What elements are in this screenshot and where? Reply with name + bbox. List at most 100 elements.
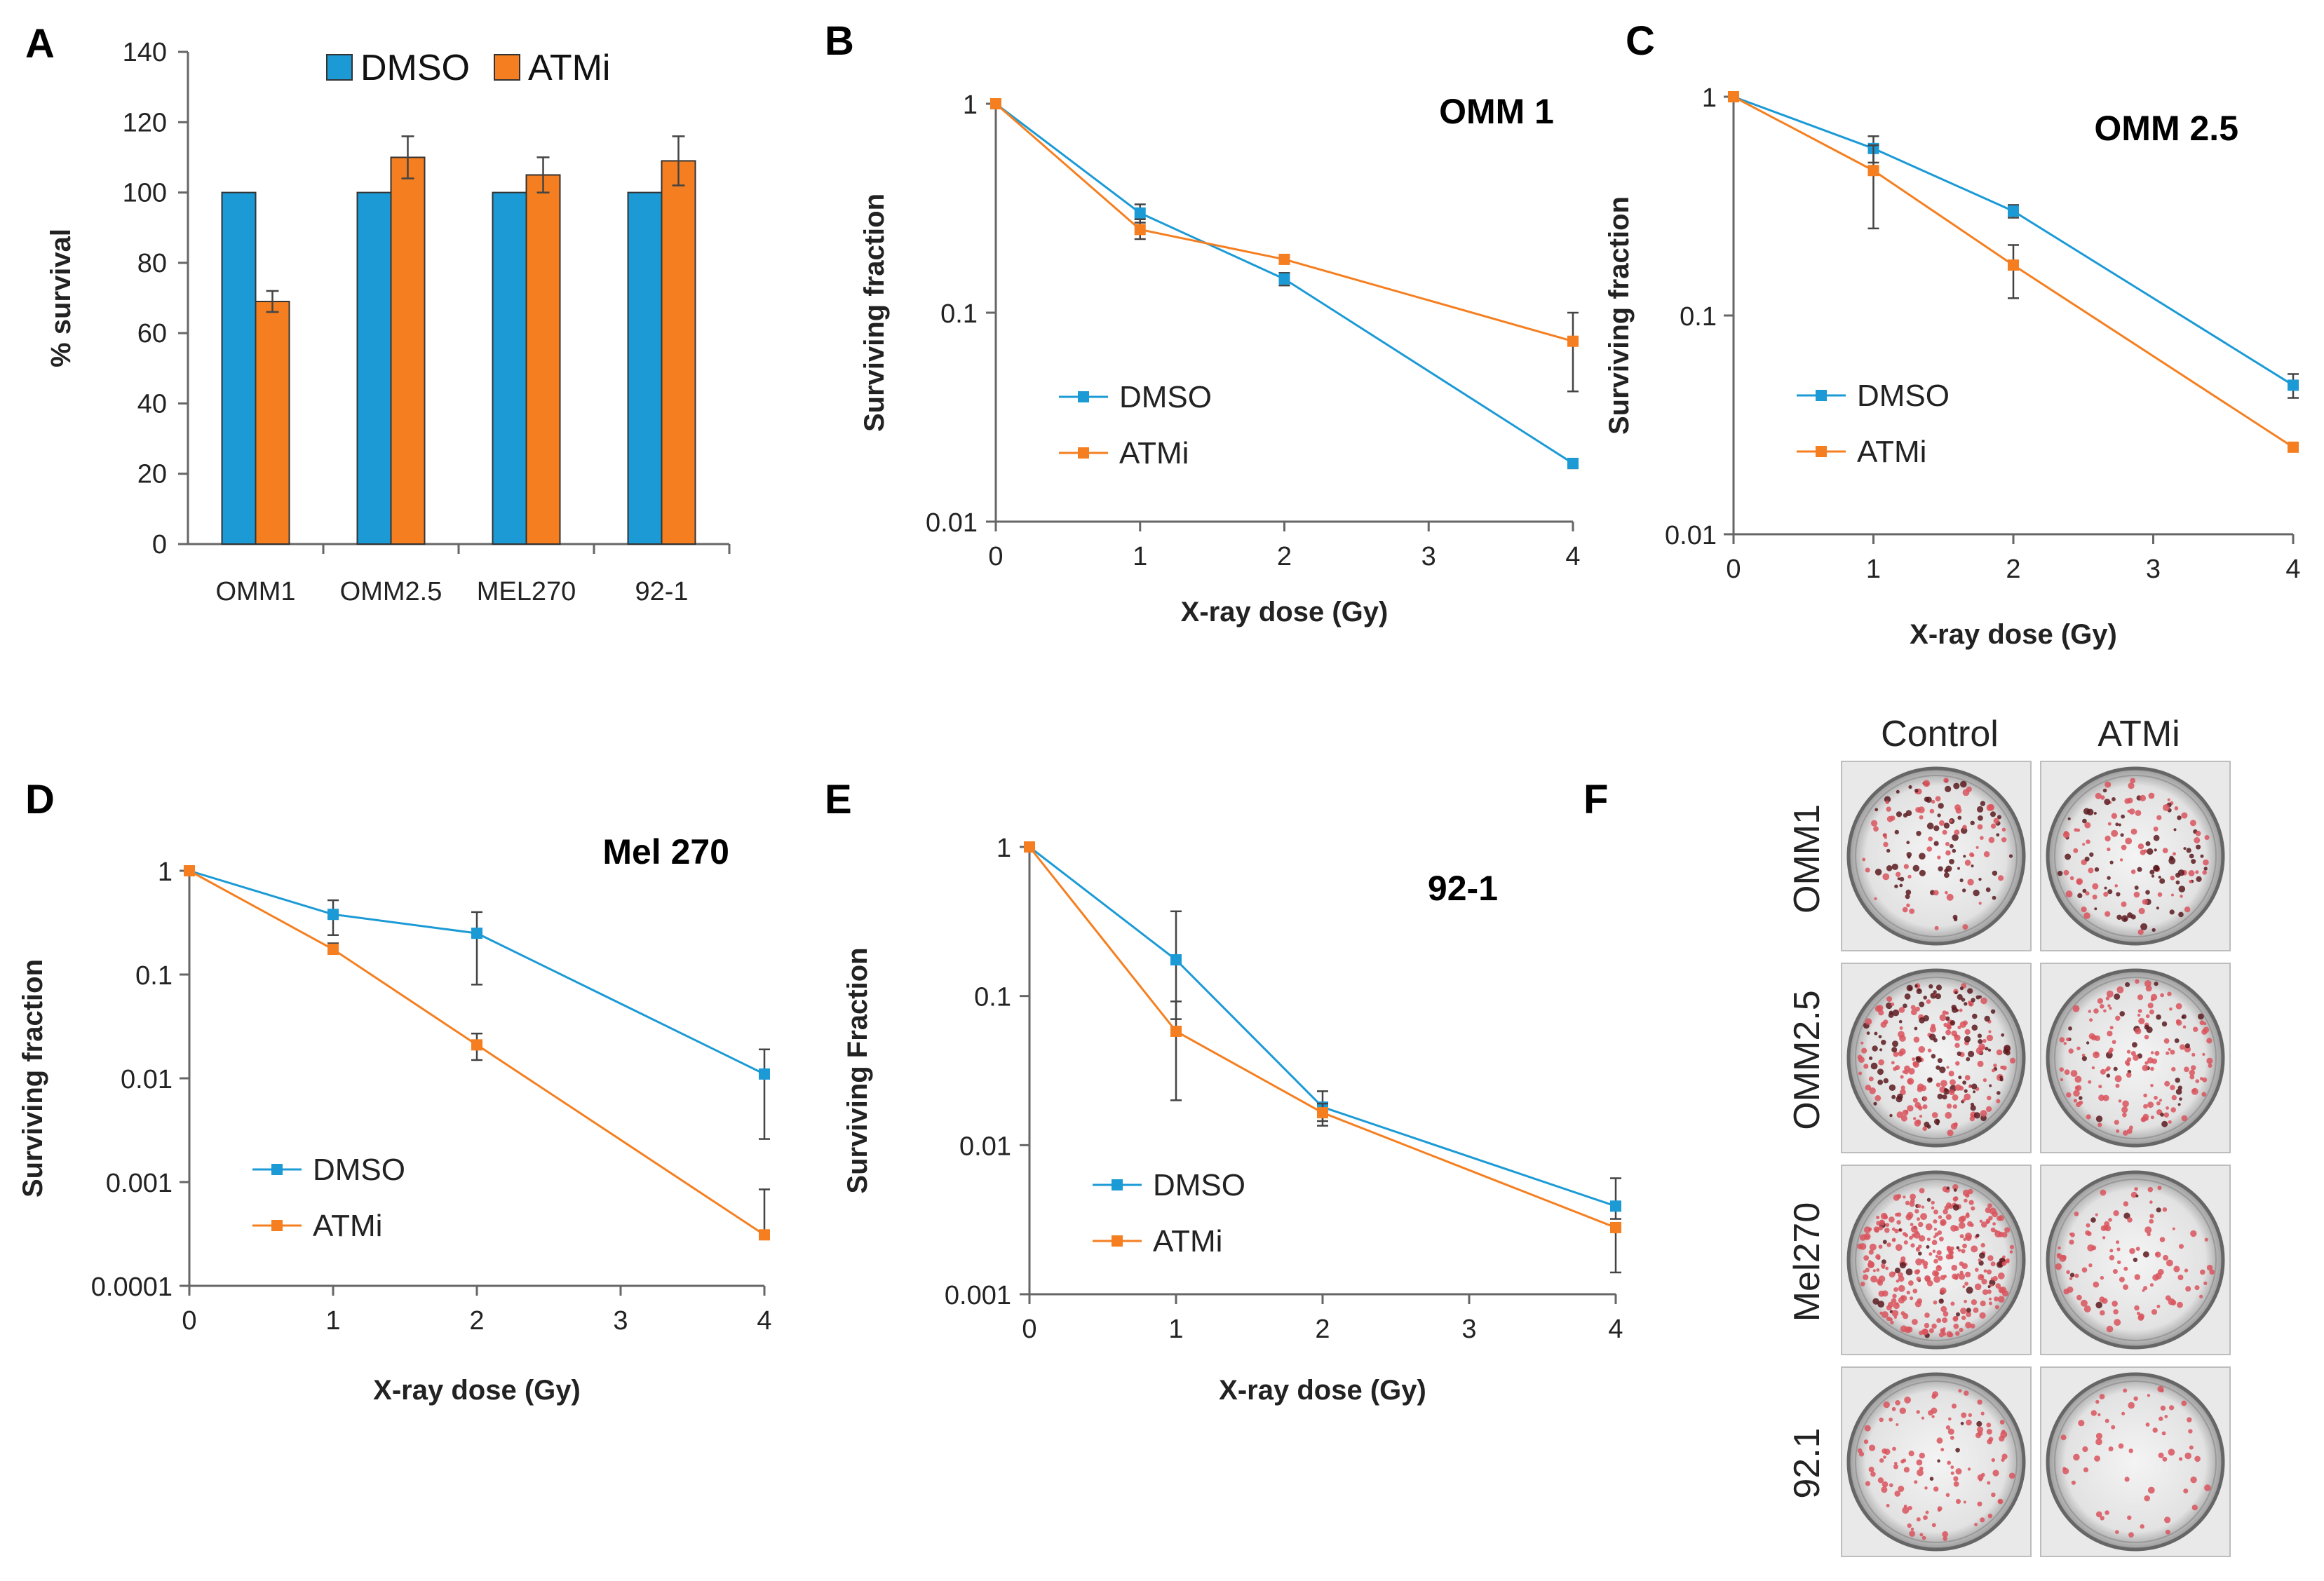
colony xyxy=(1906,1290,1910,1295)
colony xyxy=(1878,1035,1882,1038)
colony xyxy=(1913,1232,1921,1239)
colony xyxy=(1874,1094,1882,1101)
colony xyxy=(1877,1068,1884,1076)
colony xyxy=(2186,848,2191,853)
colony xyxy=(2153,826,2159,832)
colony xyxy=(1893,1464,1898,1470)
colony xyxy=(2190,1230,2197,1237)
colony xyxy=(1946,893,1954,901)
colony xyxy=(1885,1266,1889,1270)
colony xyxy=(1931,1206,1935,1210)
colony xyxy=(2118,823,2121,827)
colony xyxy=(1870,1275,1878,1283)
colony xyxy=(2108,1446,2114,1452)
colony xyxy=(1889,1084,1896,1092)
legend-label-dmso: DMSO xyxy=(1153,1168,1245,1202)
colony xyxy=(2147,1394,2151,1397)
colony xyxy=(1911,1009,1917,1015)
colony xyxy=(1973,1307,1979,1313)
colony xyxy=(1971,998,1975,1003)
colony xyxy=(1937,1230,1943,1235)
colony xyxy=(1933,825,1940,832)
y-tick-label: 0.1 xyxy=(940,299,978,329)
colony xyxy=(1923,1265,1928,1269)
colony xyxy=(1957,815,1962,820)
colony xyxy=(1891,1237,1896,1242)
colony xyxy=(2100,1068,2106,1075)
colony xyxy=(1971,1024,1978,1031)
colony xyxy=(2177,1103,2181,1106)
colony xyxy=(2177,815,2182,820)
colony xyxy=(1962,1098,1966,1102)
colony xyxy=(1902,1507,1910,1514)
colony xyxy=(1921,1535,1926,1540)
series-line-dmso xyxy=(1029,846,1616,1207)
colony xyxy=(1886,996,1893,1002)
colony xyxy=(2064,1069,2070,1076)
colony xyxy=(2065,853,2072,860)
colony xyxy=(2095,1213,2098,1216)
colony xyxy=(2100,1310,2105,1316)
colony xyxy=(2166,1106,2170,1110)
colony xyxy=(1992,895,1997,900)
colony xyxy=(1900,1295,1905,1299)
colony xyxy=(2183,1488,2189,1494)
colony xyxy=(1942,1094,1947,1100)
colony xyxy=(2105,1418,2109,1423)
colony xyxy=(1889,1417,1893,1422)
colony xyxy=(1940,1448,1945,1452)
colony xyxy=(1884,1228,1890,1233)
colony xyxy=(2201,1092,2207,1097)
legend-swatch-atmi xyxy=(494,54,520,81)
colony xyxy=(2153,834,2160,841)
colony xyxy=(2115,1530,2119,1534)
plate-column-header-control: Control xyxy=(1881,714,1999,754)
colony xyxy=(1935,796,1941,802)
colony xyxy=(1908,1280,1914,1286)
colony xyxy=(2088,1010,2091,1013)
colony xyxy=(1889,1317,1893,1322)
colony xyxy=(2069,876,2074,881)
y-tick-label: 20 xyxy=(137,460,167,489)
colony xyxy=(1864,1425,1871,1432)
colony xyxy=(2130,828,2137,835)
colony xyxy=(1983,1269,1987,1273)
colony xyxy=(2098,1085,2102,1089)
y-tick-label: 0.01 xyxy=(1665,521,1717,550)
colony xyxy=(2144,1061,2149,1065)
colony xyxy=(1961,1263,1968,1269)
colony xyxy=(2105,996,2110,1000)
colony xyxy=(1863,1274,1869,1280)
colony xyxy=(2076,878,2083,886)
colony xyxy=(2106,1073,2111,1078)
colony xyxy=(2145,841,2151,846)
data-point-atmi-1 xyxy=(327,944,339,956)
colony xyxy=(2116,1247,2121,1251)
colony xyxy=(1950,1435,1954,1440)
colony xyxy=(2086,1114,2091,1120)
colony xyxy=(1923,996,1927,1000)
colony xyxy=(2115,1015,2121,1022)
colony xyxy=(2164,1080,2170,1087)
data-point-atmi-0 xyxy=(1024,841,1035,853)
colony xyxy=(1904,1396,1912,1404)
colony xyxy=(1907,1326,1913,1333)
colony xyxy=(2105,781,2112,788)
colony xyxy=(2106,1325,2114,1333)
colony xyxy=(2063,1288,2069,1295)
colony xyxy=(2135,810,2142,816)
colony xyxy=(1879,1219,1885,1226)
colony xyxy=(2063,1042,2067,1045)
colony xyxy=(1884,1448,1891,1456)
colony xyxy=(1882,1259,1886,1265)
colony xyxy=(2089,1018,2093,1022)
colony xyxy=(2109,1255,2115,1261)
colony xyxy=(2154,1050,2160,1056)
colony xyxy=(1918,1106,1923,1111)
colony xyxy=(1896,1423,1899,1426)
colony xyxy=(1924,1312,1930,1318)
colony xyxy=(1948,1089,1955,1096)
colony xyxy=(1986,804,1994,811)
legend-label-dmso: DMSO xyxy=(313,1153,405,1187)
colony xyxy=(1959,1234,1964,1239)
